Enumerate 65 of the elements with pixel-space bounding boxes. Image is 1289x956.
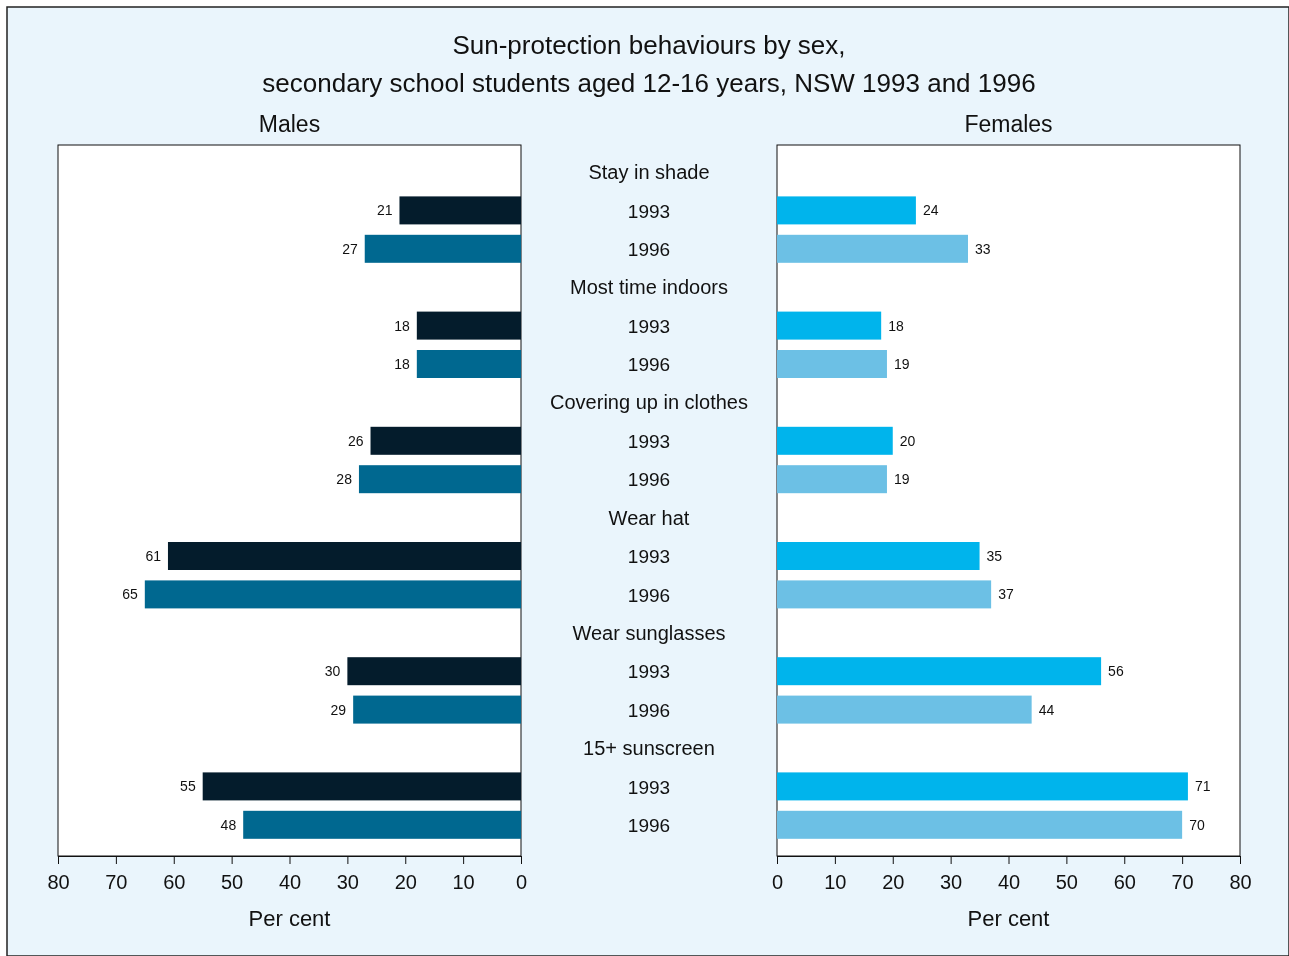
y-tick-label: 1996 [627,699,671,721]
y-tick-label: 1993 [627,546,671,568]
data-label: 19 [893,471,910,488]
data-label: 27 [342,240,358,257]
data-label: 56 [1108,663,1124,680]
data-label: 30 [324,663,341,680]
text: Wear hat [608,506,690,529]
x-tick-label: 0 [515,871,528,893]
data-label: 65 [122,586,139,603]
y-tick-label: 1996 [627,354,671,376]
x-tick-label: 80 [1229,871,1252,893]
x-tick-label: 60 [1113,871,1136,893]
data-label: 29 [330,701,347,718]
x-tick-label: 50 [221,871,244,893]
text: Stay in shade [588,161,710,183]
x-tick-label: 50 [1055,871,1078,893]
x-tick-label: 80 [47,871,70,893]
x-tick-label: 40 [997,871,1021,893]
x-tick-label: 70 [1171,871,1194,893]
x-tick-label: 0 [771,871,784,893]
y-tick-label: 1996 [627,469,671,491]
chart-subtitle: Males [258,111,321,137]
y-tick-label: 1993 [627,200,671,222]
x-tick-label: 40 [278,871,302,893]
y-tick-label: 1993 [627,776,671,798]
x-tick-label: 30 [940,871,963,893]
text: Sun-protection behaviours by sex, secondary school students aged 12-16 years, NSW 1993 and 1996 [262,30,1036,98]
data-label: 55 [180,778,196,795]
data-label: 37 [998,586,1014,603]
y-tick-label: 1993 [627,315,671,337]
x-tick-label: 70 [105,871,128,893]
x-tick-label: 10 [452,871,475,893]
y-tick-label: 1993 [627,430,671,452]
data-label: 70 [1189,816,1205,833]
text: Wear sunglasses [572,621,726,644]
chart-subtitle: Females [964,111,1053,137]
text: Most time indoors [570,276,728,299]
data-label: 44 [1038,701,1055,718]
x-axis-title: Per cent [967,906,1050,931]
data-label: 48 [220,816,237,833]
text: 15+ sunscreen [583,737,715,759]
data-label: 61 [145,548,162,564]
x-tick-label: 10 [824,871,847,893]
data-label: 19 [893,356,910,372]
y-tick-label: 1996 [627,238,671,260]
data-label: 18 [888,317,904,334]
x-axis-title: Per cent [248,906,331,931]
data-label: 35 [986,548,1003,564]
x-tick-label: 20 [394,871,417,893]
data-label: 18 [394,317,411,334]
data-label: 33 [974,240,991,257]
x-tick-label: 60 [163,871,186,893]
data-label: 26 [347,432,364,449]
data-label: 24 [922,202,939,219]
x-tick-label: 20 [882,871,905,893]
data-label: 21 [376,202,393,219]
data-label: 20 [899,432,916,449]
y-tick-label: 1996 [627,584,671,606]
data-label: 28 [336,471,353,488]
data-label: 18 [394,356,411,372]
y-tick-label: 1993 [627,661,671,683]
y-tick-label: 1996 [627,814,671,836]
x-tick-label: 30 [336,871,359,893]
text: Covering up in clothes [550,391,748,414]
data-label: 71 [1194,778,1211,795]
